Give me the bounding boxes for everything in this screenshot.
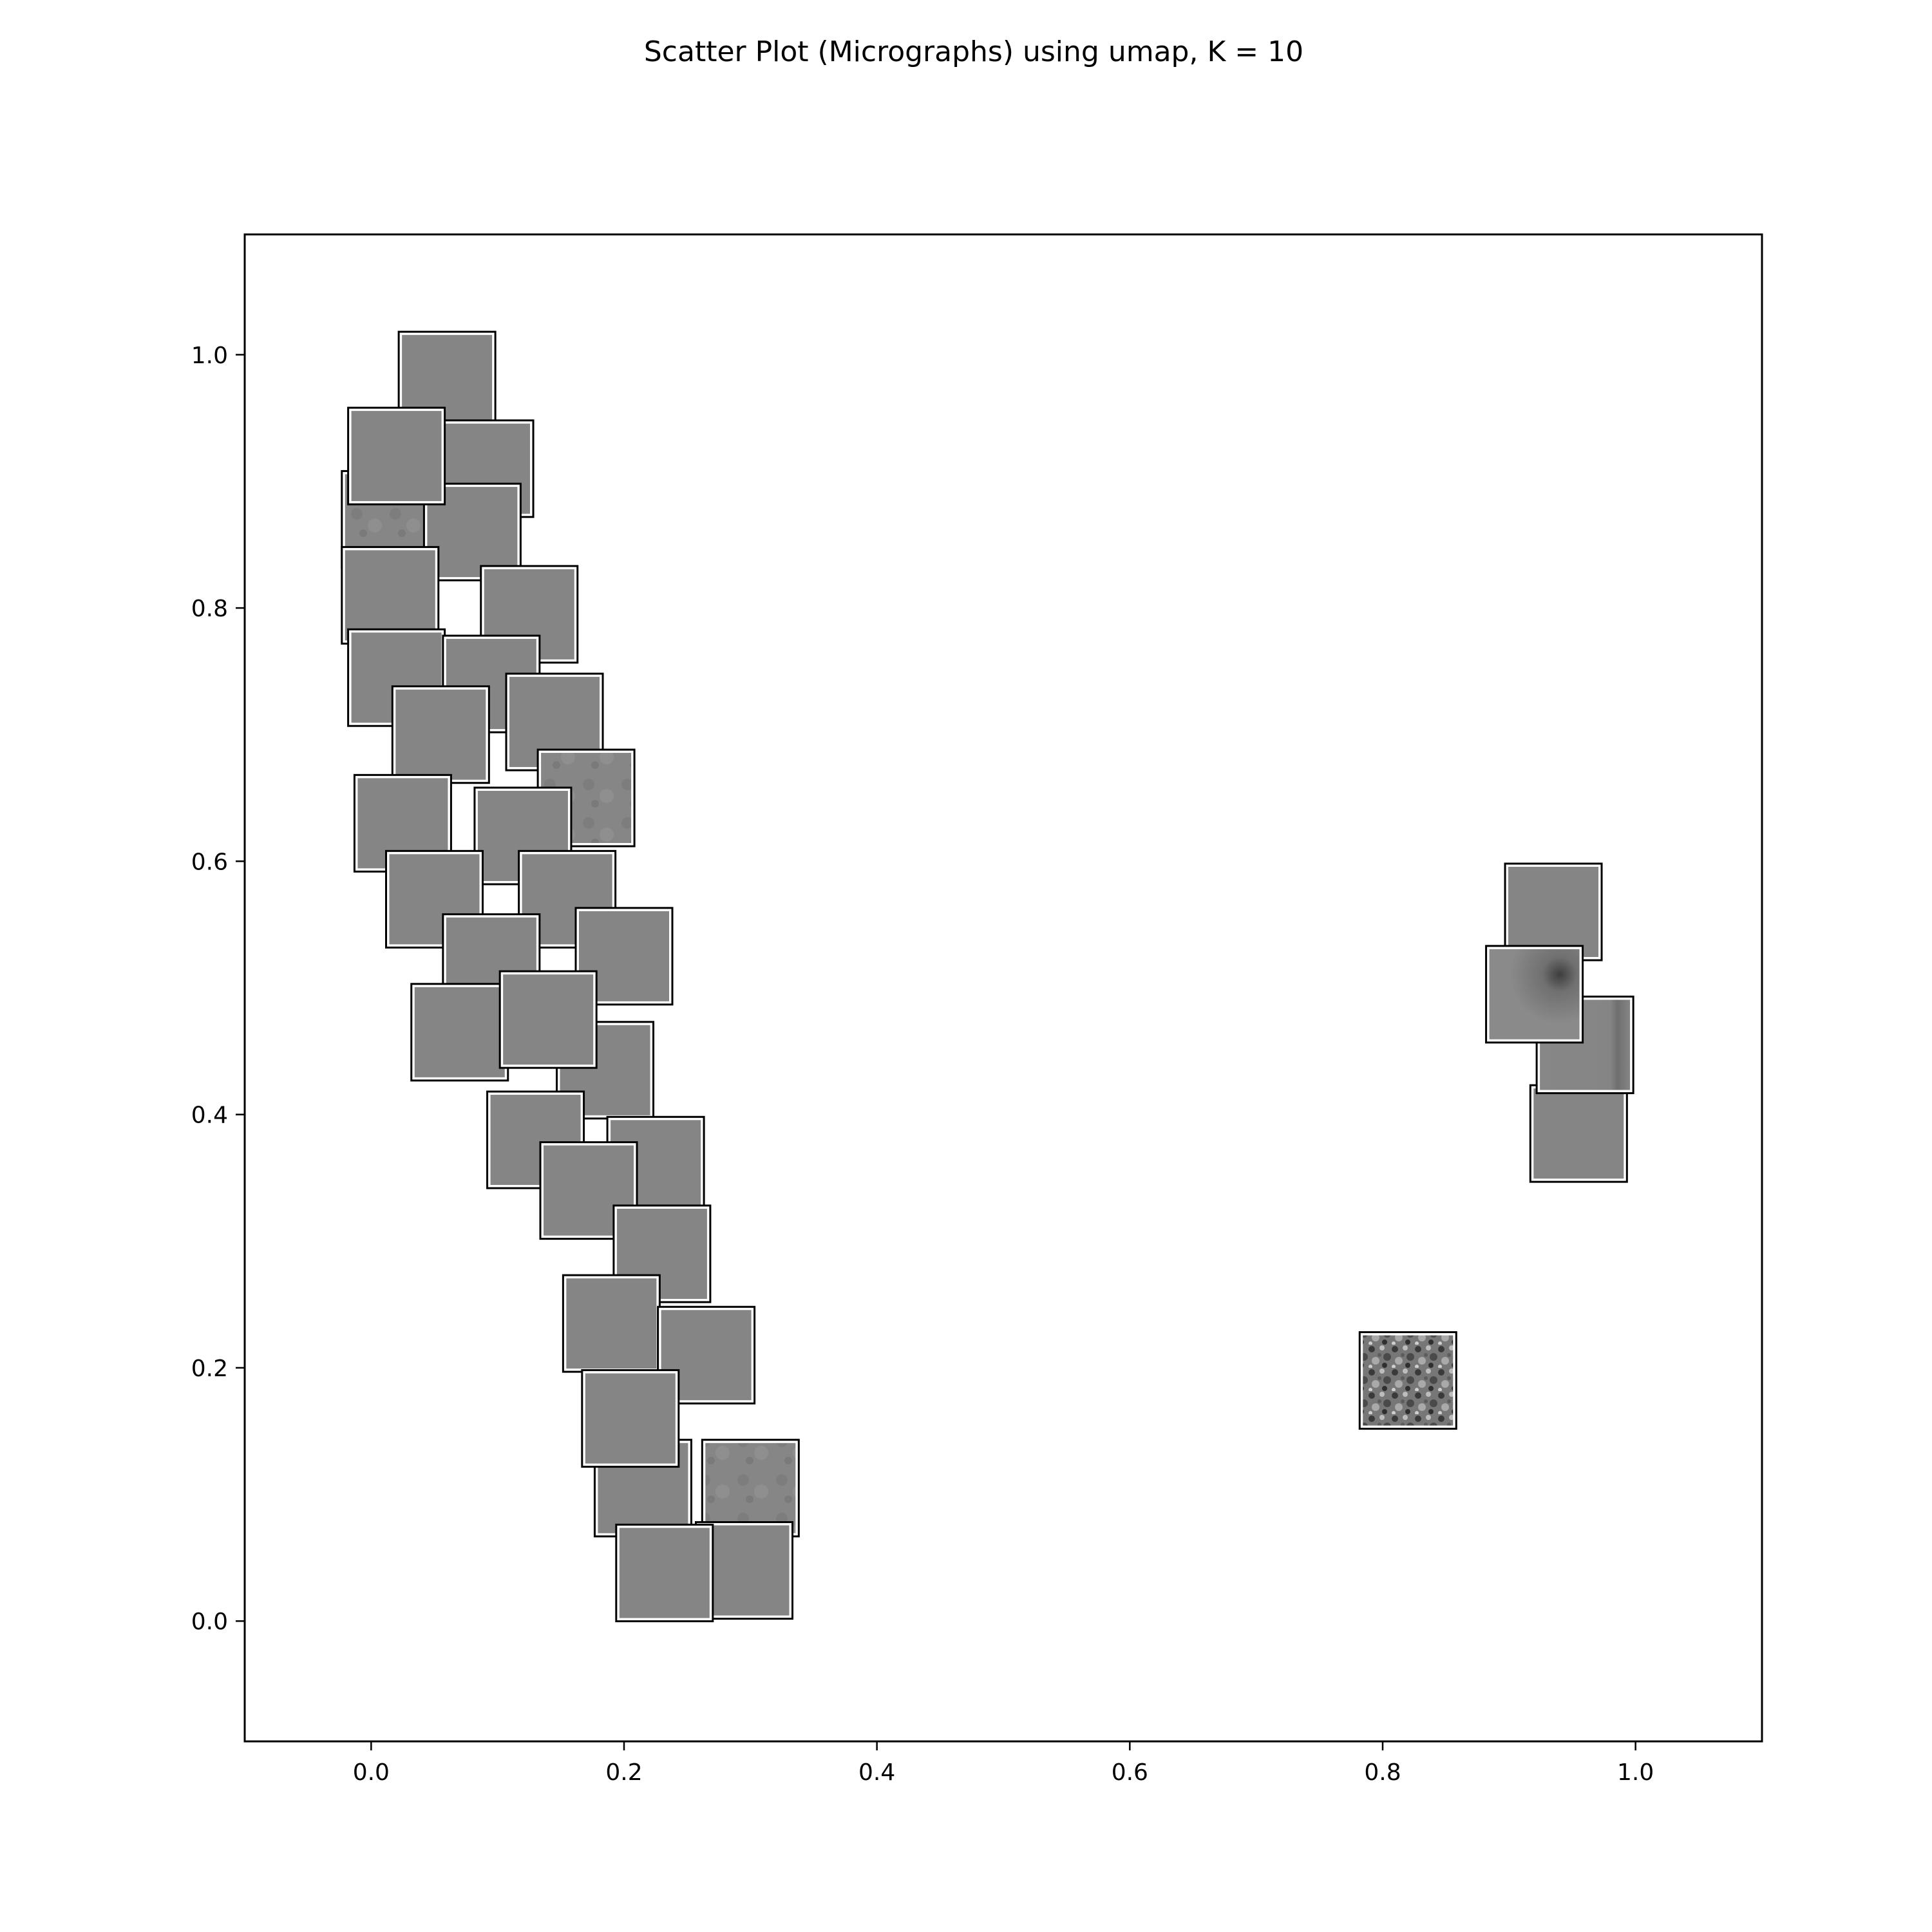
micrograph-point — [701, 1439, 800, 1538]
x-tick-label: 0.0 — [353, 1759, 390, 1786]
y-tick-label: 1.0 — [191, 343, 228, 369]
x-tick-label: 0.6 — [1112, 1759, 1148, 1786]
micrograph-point — [391, 685, 490, 784]
chart-title: Scatter Plot (Micrographs) using umap, K… — [644, 35, 1303, 68]
micrograph-point — [1529, 1084, 1628, 1183]
y-tick-label: 0.4 — [191, 1103, 228, 1129]
micrograph-point — [410, 983, 509, 1082]
micrograph-point — [1485, 945, 1584, 1044]
micrograph-point — [657, 1305, 756, 1405]
x-tick-label: 0.8 — [1364, 1759, 1401, 1786]
y-axis: 0.0 0.2 0.4 0.6 0.8 1.0 — [191, 343, 245, 1635]
y-tick-label: 0.2 — [191, 1356, 228, 1382]
micrograph-point — [347, 406, 446, 506]
micrograph-point — [612, 1204, 712, 1303]
x-tick-label: 1.0 — [1617, 1759, 1654, 1786]
x-axis: 0.0 0.2 0.4 0.6 0.8 1.0 — [353, 1741, 1654, 1786]
micrograph-point — [615, 1523, 714, 1622]
plot-points — [341, 330, 1634, 1622]
micrograph-point — [562, 1274, 661, 1373]
micrograph-point — [422, 482, 522, 582]
micrograph-point — [539, 1141, 638, 1240]
y-tick-label: 0.0 — [191, 1609, 228, 1635]
micrograph-point — [486, 1090, 585, 1189]
micrograph-point — [341, 545, 440, 645]
micrograph-point — [498, 970, 598, 1069]
micrograph-point — [581, 1369, 680, 1468]
y-tick-label: 0.8 — [191, 596, 228, 622]
micrograph-point — [1358, 1331, 1457, 1430]
plot-frame — [243, 233, 1763, 1743]
x-tick-label: 0.2 — [605, 1759, 642, 1786]
x-tick-label: 0.4 — [858, 1759, 895, 1786]
y-tick-label: 0.6 — [191, 849, 228, 875]
